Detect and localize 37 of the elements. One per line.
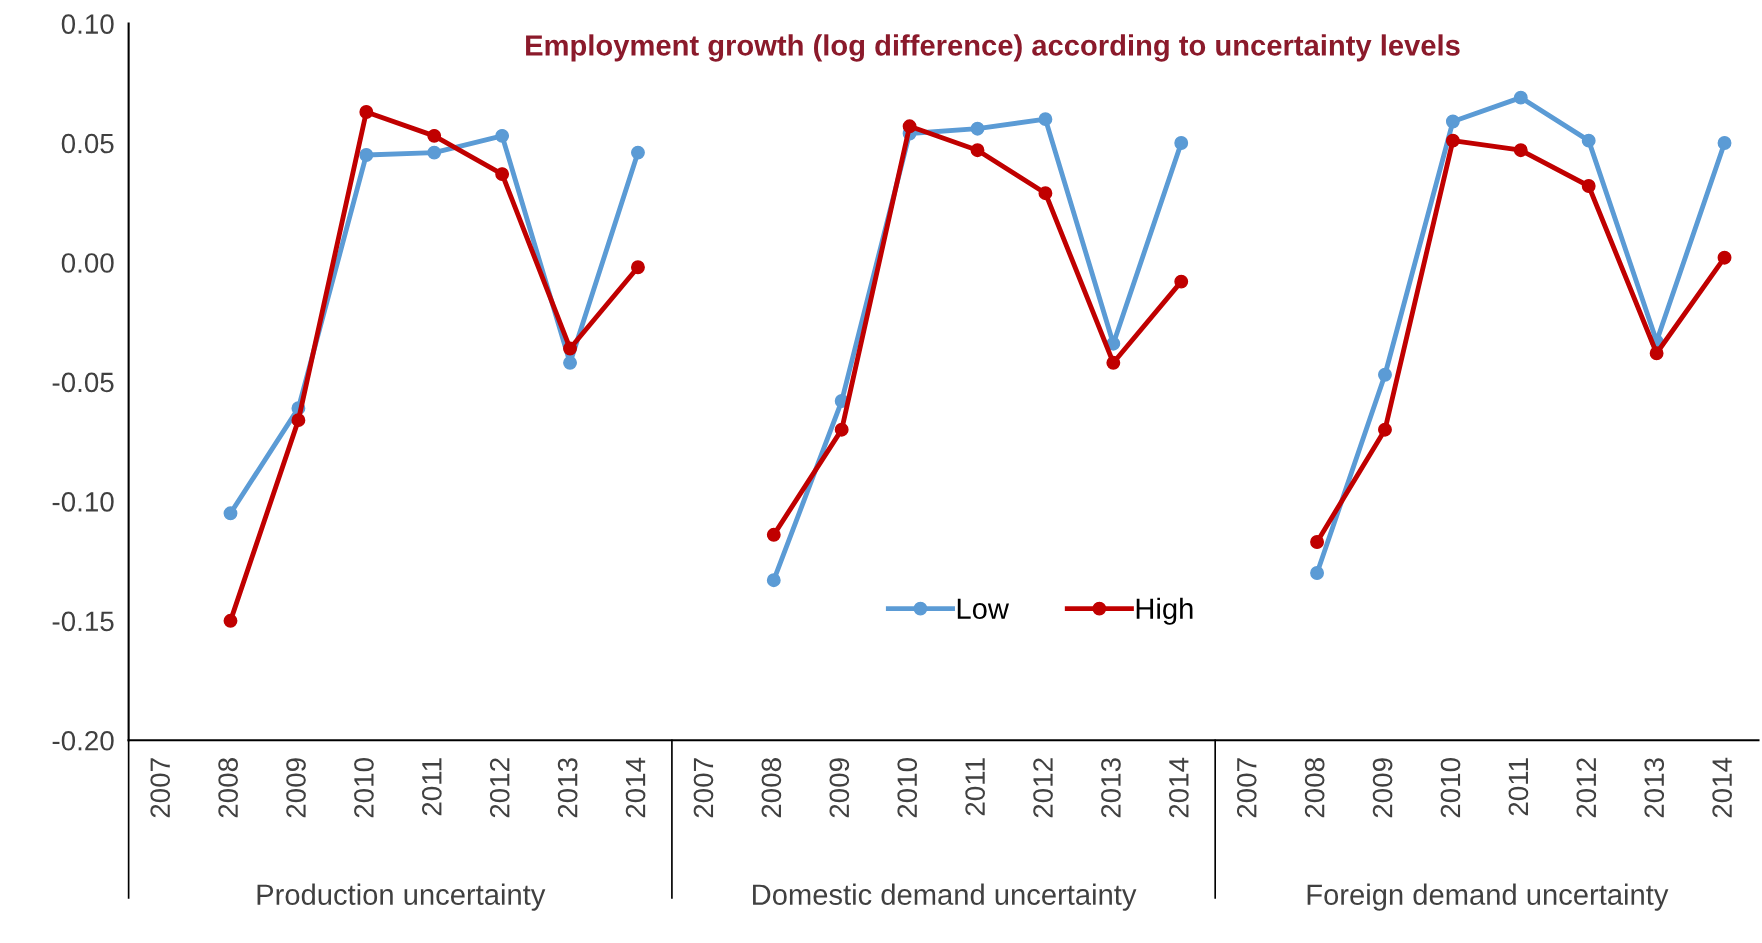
x-tick-label: 2011: [1508, 758, 1529, 816]
x-tick-label: 2013: [1101, 758, 1121, 818]
x-tick-label: 2008: [1304, 758, 1325, 818]
legend-label: Low: [957, 598, 1010, 620]
x-tick-label: 2013: [1644, 758, 1665, 818]
y-tick-label: 0.10: [61, 14, 114, 34]
x-tick-label: 2014: [625, 757, 646, 818]
x-tick-label: 2010: [1440, 758, 1461, 818]
x-tick-label: 2012: [489, 758, 510, 818]
x-tick-label: 2012: [1033, 758, 1053, 818]
x-tick-label: 2013: [557, 758, 578, 818]
x-tick-label: 2007: [150, 758, 171, 818]
text: Foreign demand uncertainty: [1307, 883, 1669, 911]
x-tick-label: 2009: [286, 758, 306, 818]
x-tick-label: 2009: [829, 758, 850, 818]
text: Domestic demand uncertainty: [753, 883, 1137, 911]
y-tick-label: 0.05: [61, 133, 114, 154]
y-tick-label: -0.10: [52, 492, 114, 512]
x-tick-label: 2007: [1236, 758, 1257, 818]
x-tick-label: 2012: [1576, 758, 1597, 818]
text: Production uncertainty: [257, 883, 546, 911]
x-tick-label: 2008: [218, 758, 238, 818]
chart-title: Employment growth (log difference) according to uncertainty levels: [526, 34, 1460, 62]
x-tick-label: 2010: [897, 758, 918, 818]
x-tick-label: 2011: [965, 758, 985, 816]
x-tick-label: 2014: [1169, 757, 1189, 818]
y-tick-label: -0.05: [52, 372, 114, 393]
x-tick-label: 2010: [354, 758, 374, 818]
x-tick-label: 2014: [1712, 757, 1732, 818]
y-tick-label: -0.15: [52, 611, 114, 632]
x-tick-label: 2007: [693, 758, 714, 818]
x-tick-label: 2008: [761, 758, 782, 818]
y-tick-label: -0.20: [52, 730, 114, 751]
x-tick-label: 2011: [422, 758, 442, 816]
legend-label: High: [1136, 597, 1193, 625]
y-tick-label: 0.00: [61, 253, 114, 273]
x-tick-label: 2009: [1372, 758, 1393, 818]
